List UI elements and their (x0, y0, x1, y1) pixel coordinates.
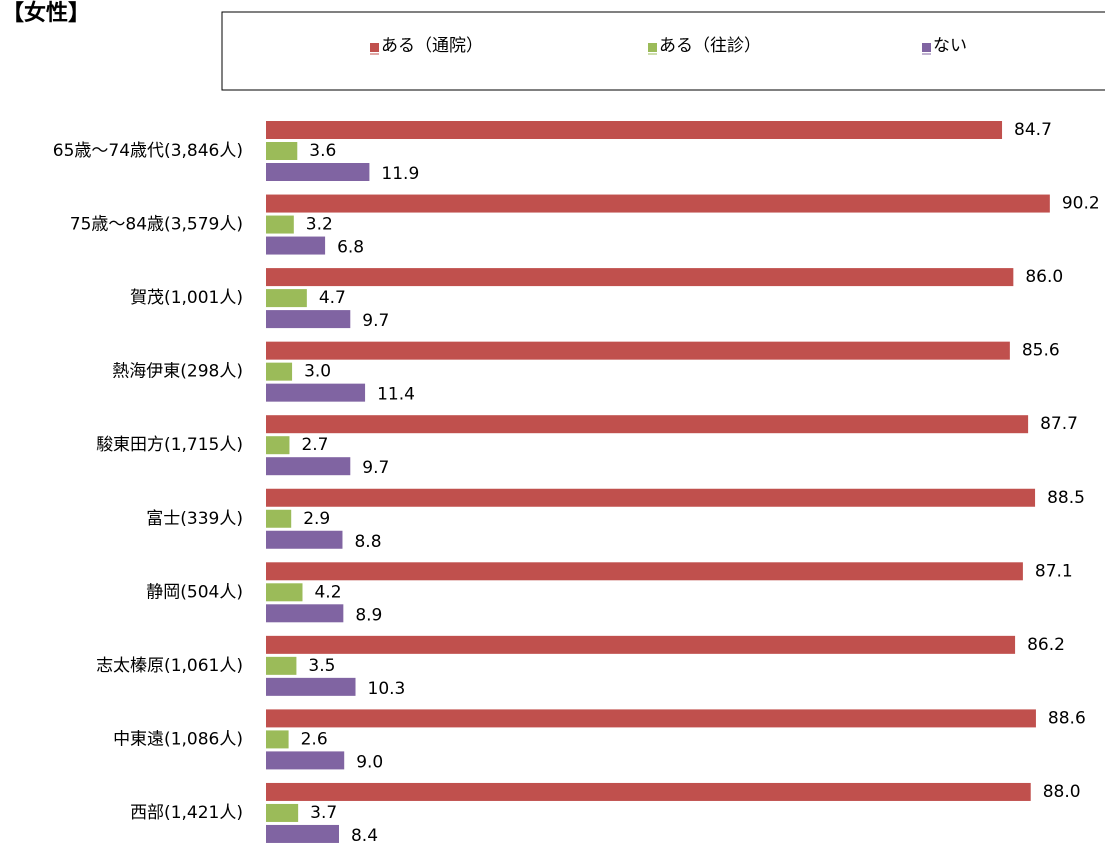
value-label: 2.7 (301, 435, 328, 455)
value-label: 3.5 (308, 656, 335, 676)
value-label: 87.7 (1040, 414, 1078, 434)
value-label: 8.8 (354, 532, 381, 552)
value-label: 10.3 (368, 679, 406, 699)
bar (266, 341, 1010, 360)
value-label: 2.9 (303, 509, 330, 529)
legend-label: ある（通院） (381, 36, 483, 56)
value-label: 4.7 (319, 288, 346, 308)
value-label: 87.1 (1035, 561, 1073, 581)
value-label: 3.6 (309, 141, 336, 161)
bar (266, 289, 307, 308)
category-label: 熱海伊東(298人) (112, 362, 243, 382)
bar (266, 121, 1003, 139)
legend-swatch (370, 43, 379, 52)
legend-label: ある（往診） (659, 36, 761, 56)
bar (266, 415, 1029, 434)
value-label: 2.6 (301, 729, 328, 749)
bar (266, 457, 351, 476)
value-label: 90.2 (1062, 194, 1100, 214)
bar (266, 488, 1036, 507)
bar (266, 236, 326, 255)
bar (266, 751, 345, 770)
chart-title: 【女性】 (2, 0, 90, 26)
bar (266, 194, 1050, 213)
category-label: 65歳～74歳代(3,846人) (53, 141, 243, 161)
value-label: 86.0 (1025, 267, 1063, 287)
value-label: 11.4 (377, 385, 415, 405)
bar (266, 656, 297, 675)
value-label: 84.7 (1014, 120, 1052, 140)
value-label: 9.7 (362, 311, 389, 331)
value-label: 88.6 (1048, 708, 1086, 728)
value-label: 6.8 (337, 238, 364, 258)
value-label: 9.0 (356, 752, 383, 772)
bar (266, 163, 370, 181)
bar (266, 310, 351, 329)
legend-label: ない (933, 36, 967, 56)
value-label: 3.7 (310, 803, 337, 823)
value-label: 88.5 (1047, 488, 1085, 508)
bar (266, 383, 366, 402)
bar (266, 824, 339, 843)
value-label: 11.9 (381, 164, 419, 184)
category-label: 中東遠(1,086人) (113, 729, 243, 749)
bar (266, 782, 1031, 801)
bar (266, 583, 303, 602)
legend-box (221, 11, 1105, 91)
category-label: 志太榛原(1,061人) (96, 656, 243, 676)
category-label: 75歳～84歳(3,579人) (70, 215, 243, 235)
category-label: 西部(1,421人) (130, 803, 243, 823)
value-label: 3.0 (304, 362, 331, 382)
value-label: 85.6 (1022, 341, 1060, 361)
value-label: 88.0 (1043, 782, 1081, 802)
legend-swatch (648, 43, 657, 52)
bar (266, 362, 293, 381)
category-label: 駿東田方(1,715人) (96, 435, 243, 455)
bar (266, 215, 294, 234)
bar (266, 677, 356, 696)
bar (266, 604, 344, 623)
value-label: 4.2 (314, 582, 341, 602)
bar (266, 436, 290, 455)
category-label: 賀茂(1,001人) (130, 288, 243, 308)
bar (266, 268, 1014, 287)
bar (266, 509, 292, 528)
bar (266, 730, 289, 749)
category-label: 富士(339人) (146, 509, 243, 529)
bar (266, 530, 343, 549)
value-label: 8.9 (355, 605, 382, 625)
bar (266, 562, 1023, 581)
value-label: 86.2 (1027, 635, 1065, 655)
category-label: 静岡(504人) (146, 582, 243, 602)
bar (266, 635, 1016, 654)
bar (266, 709, 1036, 728)
legend-swatch (922, 43, 931, 52)
bar (266, 142, 298, 160)
bar (266, 803, 299, 822)
value-label: 3.2 (306, 215, 333, 235)
value-label: 9.7 (362, 458, 389, 478)
value-label: 8.4 (351, 826, 378, 843)
